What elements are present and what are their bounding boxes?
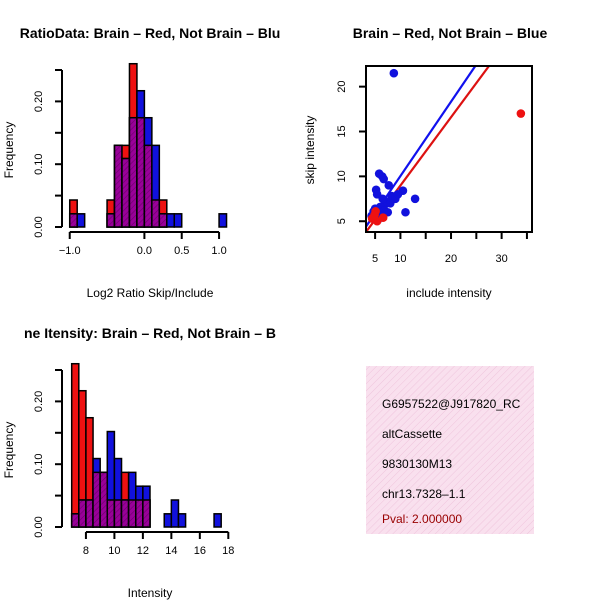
info-event-type: altCassette [382,427,442,441]
bar-overlap [127,499,137,528]
info-panel: G6957522@J917820_RC altCassette 9830130M… [366,366,534,534]
intensity-histogram-title: ne Itensity: Brain – Red, Not Brain – B [24,325,276,341]
bar-overlap [99,471,109,528]
y-tick-label: 0.20 [33,91,45,112]
bar-overlap [158,213,168,228]
y-tick-label: 15 [336,125,348,137]
bar-overlap [85,499,94,528]
y-tick-label: 0.10 [33,153,45,174]
point-not-brain [389,68,399,78]
x-tick-label: 18 [222,545,234,557]
scatter-ylabel: skip intensity [303,116,317,185]
intensity-histogram-xlabel: Intensity [128,586,173,600]
info-probe-id: G6957522@J917820_RC [382,397,521,411]
y-tick-label: 0.20 [33,391,45,412]
bar-not-brain [76,213,86,228]
point-not-brain [410,194,420,204]
bar-overlap [136,116,146,228]
point-not-brain [393,190,403,199]
bar-overlap [121,157,131,228]
intensity-scatter: Brain – Red, Not Brain – Blue include in… [303,25,547,300]
bar-not-brain [163,513,173,528]
ratio-histogram-xlabel: Log2 Ratio Skip/Include [87,286,214,300]
intensity-histogram-ylabel: Frequency [2,422,16,479]
y-tick-label: 0.00 [33,216,45,237]
bar-overlap [68,213,78,228]
y-tick-label: 0.00 [33,516,45,537]
point-not-brain [385,198,395,208]
ratio-histogram-title: RatioData: Brain – Red, Not Brain – Blu [20,25,281,41]
bar-overlap [106,499,116,528]
point-brain [378,213,388,222]
x-tick-label: 20 [445,253,457,265]
x-tick-label: 8 [83,545,89,557]
bar-overlap [142,499,151,528]
bar-not-brain [218,213,228,228]
bar-brain [70,362,80,528]
y-tick-label: 10 [336,170,348,182]
ratio-histogram: RatioData: Brain – Red, Not Brain – Blu … [2,25,280,300]
y-tick-label: 5 [336,218,348,224]
bar-overlap [113,144,123,228]
bar-overlap [78,499,87,528]
point-not-brain [401,207,410,217]
point-brain [516,109,526,118]
scatter-frame [365,65,533,233]
x-tick-label: 16 [194,545,206,557]
info-pval: Pval: 2.000000 [382,512,462,526]
scatter-xlabel: include intensity [406,286,491,300]
x-tick-label: 0.0 [137,245,152,257]
bar-overlap [128,116,138,228]
info-gene-id: 9830130M13 [382,457,452,471]
bar-overlap [70,513,80,528]
bar-overlap [143,144,153,228]
x-tick-label: 5 [372,253,378,265]
bar-not-brain [166,213,176,228]
bar-overlap [151,199,161,228]
bar-overlap [92,471,101,528]
info-panel-background [366,366,534,534]
point-not-brain [379,174,389,184]
x-tick-label: 30 [496,253,508,265]
ratio-histogram-ylabel: Frequency [2,122,16,179]
point-brain [370,210,379,220]
point-not-brain [378,194,388,204]
bar-not-brain [173,213,183,228]
x-tick-label: 12 [137,545,149,557]
bar-overlap [113,499,123,528]
point-not-brain [384,181,394,190]
bar-overlap [120,499,130,528]
bar-not-brain [213,513,222,528]
x-tick-label: 14 [165,545,177,557]
bar-not-brain [170,499,180,528]
info-locus: chr13.7328–1.1 [382,487,466,501]
y-tick-label: 0.10 [33,453,45,474]
bar-overlap [106,213,116,228]
bar-not-brain [177,513,187,528]
scatter-title: Brain – Red, Not Brain – Blue [353,25,548,41]
intensity-histogram: ne Itensity: Brain – Red, Not Brain – B … [2,325,276,600]
y-tick-label: 20 [336,81,348,93]
x-tick-label: 1.0 [211,245,226,257]
bar-overlap [135,499,144,528]
x-tick-label: 10 [108,545,120,557]
x-tick-label: 10 [394,253,406,265]
x-tick-label: 0.5 [174,245,189,257]
x-tick-label: −1.0 [59,245,81,257]
